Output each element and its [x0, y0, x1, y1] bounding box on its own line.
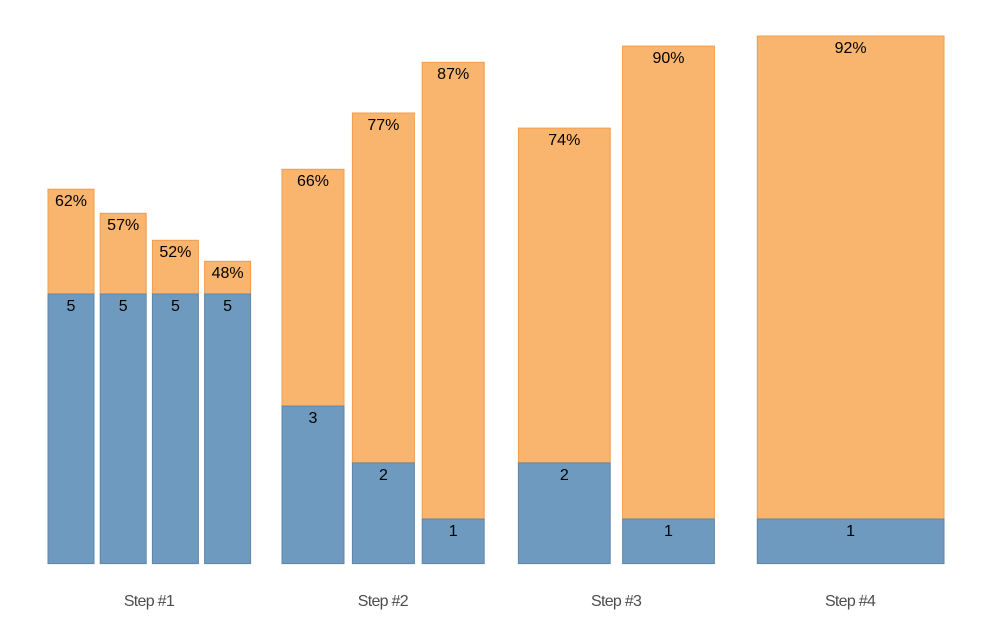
- svg-text:92%: 92%: [835, 40, 867, 57]
- svg-text:77%: 77%: [367, 117, 399, 134]
- svg-text:1: 1: [664, 523, 673, 540]
- svg-text:1: 1: [846, 523, 855, 540]
- svg-text:87%: 87%: [437, 66, 469, 83]
- svg-text:2: 2: [560, 467, 569, 484]
- svg-text:Step #1: Step #1: [124, 593, 175, 610]
- svg-text:62%: 62%: [55, 193, 87, 210]
- svg-text:5: 5: [223, 298, 232, 315]
- svg-text:57%: 57%: [107, 217, 139, 234]
- svg-text:5: 5: [119, 298, 128, 315]
- svg-text:5: 5: [171, 298, 180, 315]
- svg-text:Step #4: Step #4: [825, 593, 876, 610]
- svg-text:3: 3: [309, 410, 318, 427]
- svg-text:74%: 74%: [548, 132, 580, 149]
- svg-text:48%: 48%: [212, 265, 244, 282]
- svg-text:66%: 66%: [297, 173, 329, 190]
- svg-text:2: 2: [379, 467, 388, 484]
- svg-text:Step #2: Step #2: [358, 593, 409, 610]
- svg-text:Step #3: Step #3: [591, 593, 642, 610]
- svg-text:52%: 52%: [159, 244, 191, 261]
- svg-text:90%: 90%: [652, 50, 684, 67]
- svg-text:1: 1: [449, 523, 458, 540]
- svg-text:5: 5: [67, 298, 76, 315]
